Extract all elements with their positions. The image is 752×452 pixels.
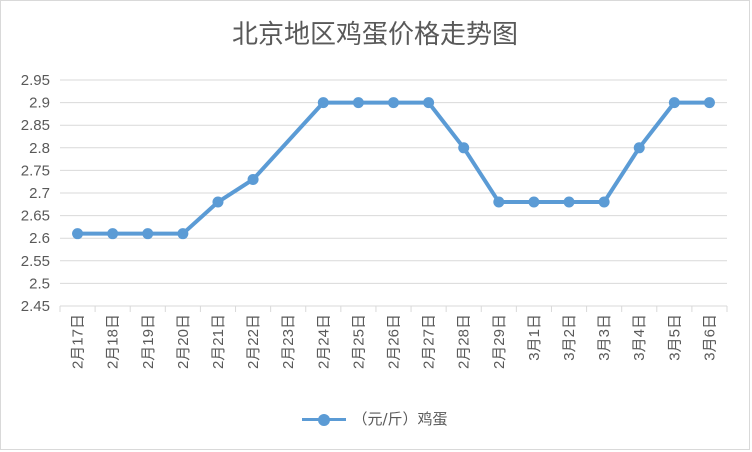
chart-legend: （元/斤）鸡蛋 xyxy=(0,408,750,429)
y-tick-label: 2.9 xyxy=(29,95,50,112)
x-tick-label: 3月4日 xyxy=(631,314,648,361)
x-tick-label: 2月17日 xyxy=(70,314,87,369)
x-tick-label: 3月6日 xyxy=(701,314,718,361)
data-point xyxy=(423,97,435,109)
data-point xyxy=(142,228,154,240)
legend-label: （元/斤）鸡蛋 xyxy=(352,410,448,428)
x-tick-label: 2月21日 xyxy=(210,314,227,369)
x-tick-label: 2月25日 xyxy=(350,314,367,369)
x-tick-label: 3月2日 xyxy=(561,314,578,361)
x-tick-label: 3月1日 xyxy=(526,314,543,361)
x-tick-label: 2月20日 xyxy=(175,314,192,369)
legend-line-marker-icon xyxy=(302,413,347,427)
y-tick-label: 2.85 xyxy=(21,117,50,134)
data-point xyxy=(388,97,399,109)
data-point xyxy=(598,196,610,208)
x-tick-label: 2月29日 xyxy=(491,314,508,369)
y-tick-label: 2.7 xyxy=(29,185,50,202)
data-point xyxy=(493,196,505,208)
x-tick-label: 2月19日 xyxy=(140,314,157,369)
x-tick-label: 3月3日 xyxy=(596,314,613,361)
x-tick-label: 2月18日 xyxy=(105,314,122,369)
data-point xyxy=(212,196,224,208)
x-tick-label: 2月23日 xyxy=(280,314,297,369)
y-tick-label: 2.75 xyxy=(21,162,50,179)
data-point xyxy=(352,97,364,109)
x-tick-label: 2月28日 xyxy=(456,314,473,369)
data-point xyxy=(317,97,329,109)
data-point xyxy=(247,173,259,185)
data-point xyxy=(563,196,575,208)
y-tick-label: 2.8 xyxy=(29,140,50,157)
data-point xyxy=(703,97,715,109)
series-line xyxy=(75,100,712,236)
y-tick-label: 2.65 xyxy=(21,208,50,225)
data-point xyxy=(633,142,645,154)
data-point xyxy=(72,228,84,240)
y-tick-label: 2.55 xyxy=(21,253,50,270)
y-tick-label: 2.5 xyxy=(29,275,50,292)
y-tick-label: 2.95 xyxy=(21,72,50,89)
y-tick-label: 2.6 xyxy=(29,230,50,247)
y-tick-label: 2.45 xyxy=(21,298,50,315)
x-tick-label: 2月24日 xyxy=(315,314,332,369)
x-tick-label: 3月5日 xyxy=(666,314,683,361)
data-point xyxy=(668,97,680,109)
data-point xyxy=(458,142,470,154)
chart-title: 北京地区鸡蛋价格走势图 xyxy=(231,20,518,50)
data-point xyxy=(107,228,119,240)
data-point xyxy=(177,228,189,240)
x-tick-label: 2月26日 xyxy=(386,314,403,369)
x-tick-label: 2月22日 xyxy=(245,314,262,369)
x-tick-label: 2月27日 xyxy=(421,314,438,369)
data-point xyxy=(528,196,540,208)
